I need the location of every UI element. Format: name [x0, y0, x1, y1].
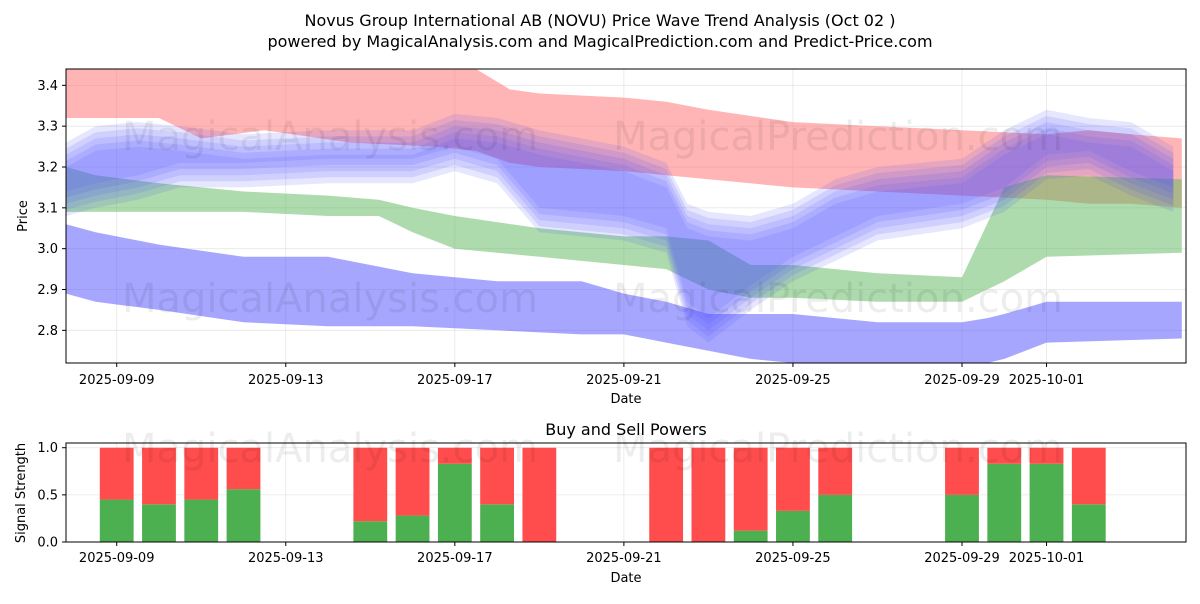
buy-sell-title: Buy and Sell Powers [545, 420, 707, 439]
buy-bar [1029, 463, 1064, 542]
sell-bar [733, 447, 768, 531]
buy-sell-bars [99, 447, 1106, 542]
price-band-blue-wave-high-layer-3 [66, 116, 1174, 325]
watermark-prediction-top: MagicalPrediction.com [613, 114, 1063, 160]
price-plot-frame [65, 68, 1187, 364]
sell-bar [649, 447, 684, 542]
watermark-analysis-top: MagicalAnalysis.com [122, 114, 538, 160]
buy-sell-x-tick-label: 2025-09-21 [586, 551, 662, 566]
buy-sell-y-axis-label: Signal Strength [14, 443, 29, 543]
buy-bar [99, 499, 134, 542]
price-band-blue-wave-high-layer-0 [66, 134, 1174, 343]
price-x-axis-ticks: 2025-09-09 2025-09-13 2025-09-17 2025-09-21… [79, 363, 1084, 388]
price-y-tick-label: 3.0 [37, 242, 58, 257]
price-x-axis-label: Date [610, 392, 641, 407]
figure-title-line2: powered by MagicalAnalysis.com and Magic… [267, 32, 932, 51]
sell-bar [522, 447, 557, 542]
price-x-tick-label: 2025-09-21 [586, 373, 662, 388]
buy-bar [1071, 504, 1106, 542]
buy-bar [733, 530, 768, 542]
price-x-tick-label: 2025-09-17 [417, 373, 493, 388]
buy-sell-panel: Buy and Sell Powers MagicalAnalysis.com … [14, 420, 1187, 586]
buy-sell-x-axis-label: Date [610, 571, 641, 586]
sell-bar [99, 447, 134, 500]
buy-bar [395, 515, 430, 542]
watermark-analysis-mid: MagicalAnalysis.com [122, 276, 538, 322]
price-x-tick-label: 2025-09-13 [248, 373, 324, 388]
price-y-tick-label: 3.4 [37, 79, 58, 94]
price-y-axis-ticks: 2.8 2.9 3.0 3.1 3.2 3.3 3.4 [37, 79, 66, 339]
buy-sell-plot-frame [65, 442, 1187, 543]
price-band-green-wave [66, 167, 1182, 302]
buy-bar [353, 521, 388, 542]
price-wave-panel: MagicalAnalysis.com MagicalPrediction.co… [16, 68, 1187, 407]
buy-sell-x-tick-label: 2025-09-25 [755, 551, 831, 566]
price-bands [66, 69, 1182, 363]
figure-title-line1: Novus Group International AB (NOVU) Pric… [305, 11, 896, 30]
sell-bar [987, 447, 1022, 464]
sell-bar [184, 447, 219, 500]
sell-bar [226, 447, 261, 490]
price-band-blue-wave-high-layer-4 [66, 109, 1174, 319]
price-band-blue-wave-high-layer-1 [66, 128, 1174, 337]
price-band-blue-wave-high-layer-2 [66, 122, 1174, 331]
sell-bar [776, 447, 810, 511]
buy-sell-x-axis-ticks: 2025-09-09 2025-09-13 2025-09-17 2025-09-21… [79, 542, 1084, 566]
watermark-prediction-bottom: MagicalPrediction.com [613, 426, 1063, 472]
buy-sell-x-tick-label: 2025-09-09 [79, 551, 155, 566]
buy-sell-y-axis-ticks: 0.0 0.5 1.0 [37, 441, 66, 551]
sell-bar [437, 447, 472, 464]
buy-bar [818, 494, 853, 542]
sell-bar [353, 447, 388, 522]
price-y-tick-label: 2.8 [37, 324, 58, 339]
sell-bar [1029, 447, 1064, 464]
buy-bar [184, 499, 219, 542]
price-y-axis-label: Price [16, 200, 31, 232]
buy-sell-x-tick-label: 2025-09-29 [924, 551, 1000, 566]
price-x-tick-label: 2025-09-29 [924, 373, 1000, 388]
price-band-blue-wave-low [66, 224, 1182, 363]
buy-sell-x-tick-label: 2025-10-01 [1009, 551, 1085, 566]
buy-bar [945, 494, 979, 542]
watermark-prediction-mid: MagicalPrediction.com [613, 276, 1063, 322]
sell-bar [691, 447, 726, 542]
buy-sell-x-tick-label: 2025-09-13 [248, 551, 324, 566]
sell-bar [1071, 447, 1106, 505]
buy-sell-x-tick-label: 2025-09-17 [417, 551, 493, 566]
buy-sell-y-tick-label: 0.0 [37, 536, 58, 551]
buy-sell-y-tick-label: 1.0 [37, 441, 58, 456]
price-y-tick-label: 3.2 [37, 161, 58, 176]
buy-sell-y-tick-label: 0.5 [37, 488, 58, 503]
price-y-tick-label: 3.1 [37, 201, 58, 216]
price-x-tick-label: 2025-09-09 [79, 373, 155, 388]
price-band-red-wave [66, 69, 1182, 208]
sell-bar [818, 447, 853, 495]
price-x-tick-label: 2025-10-01 [1009, 373, 1085, 388]
price-x-tick-label: 2025-09-25 [755, 373, 831, 388]
buy-bar [437, 463, 472, 542]
watermark-analysis-bottom: MagicalAnalysis.com [122, 426, 538, 472]
buy-bar [776, 510, 810, 542]
buy-bar [226, 489, 261, 542]
buy-bar [142, 504, 176, 542]
sell-bar [480, 447, 514, 505]
buy-bar [987, 463, 1022, 542]
sell-bar [945, 447, 979, 495]
buy-bar [480, 504, 514, 542]
price-y-tick-label: 2.9 [37, 283, 58, 298]
sell-bar [142, 447, 176, 505]
price-y-tick-label: 3.3 [37, 120, 58, 135]
sell-bar [395, 447, 430, 516]
